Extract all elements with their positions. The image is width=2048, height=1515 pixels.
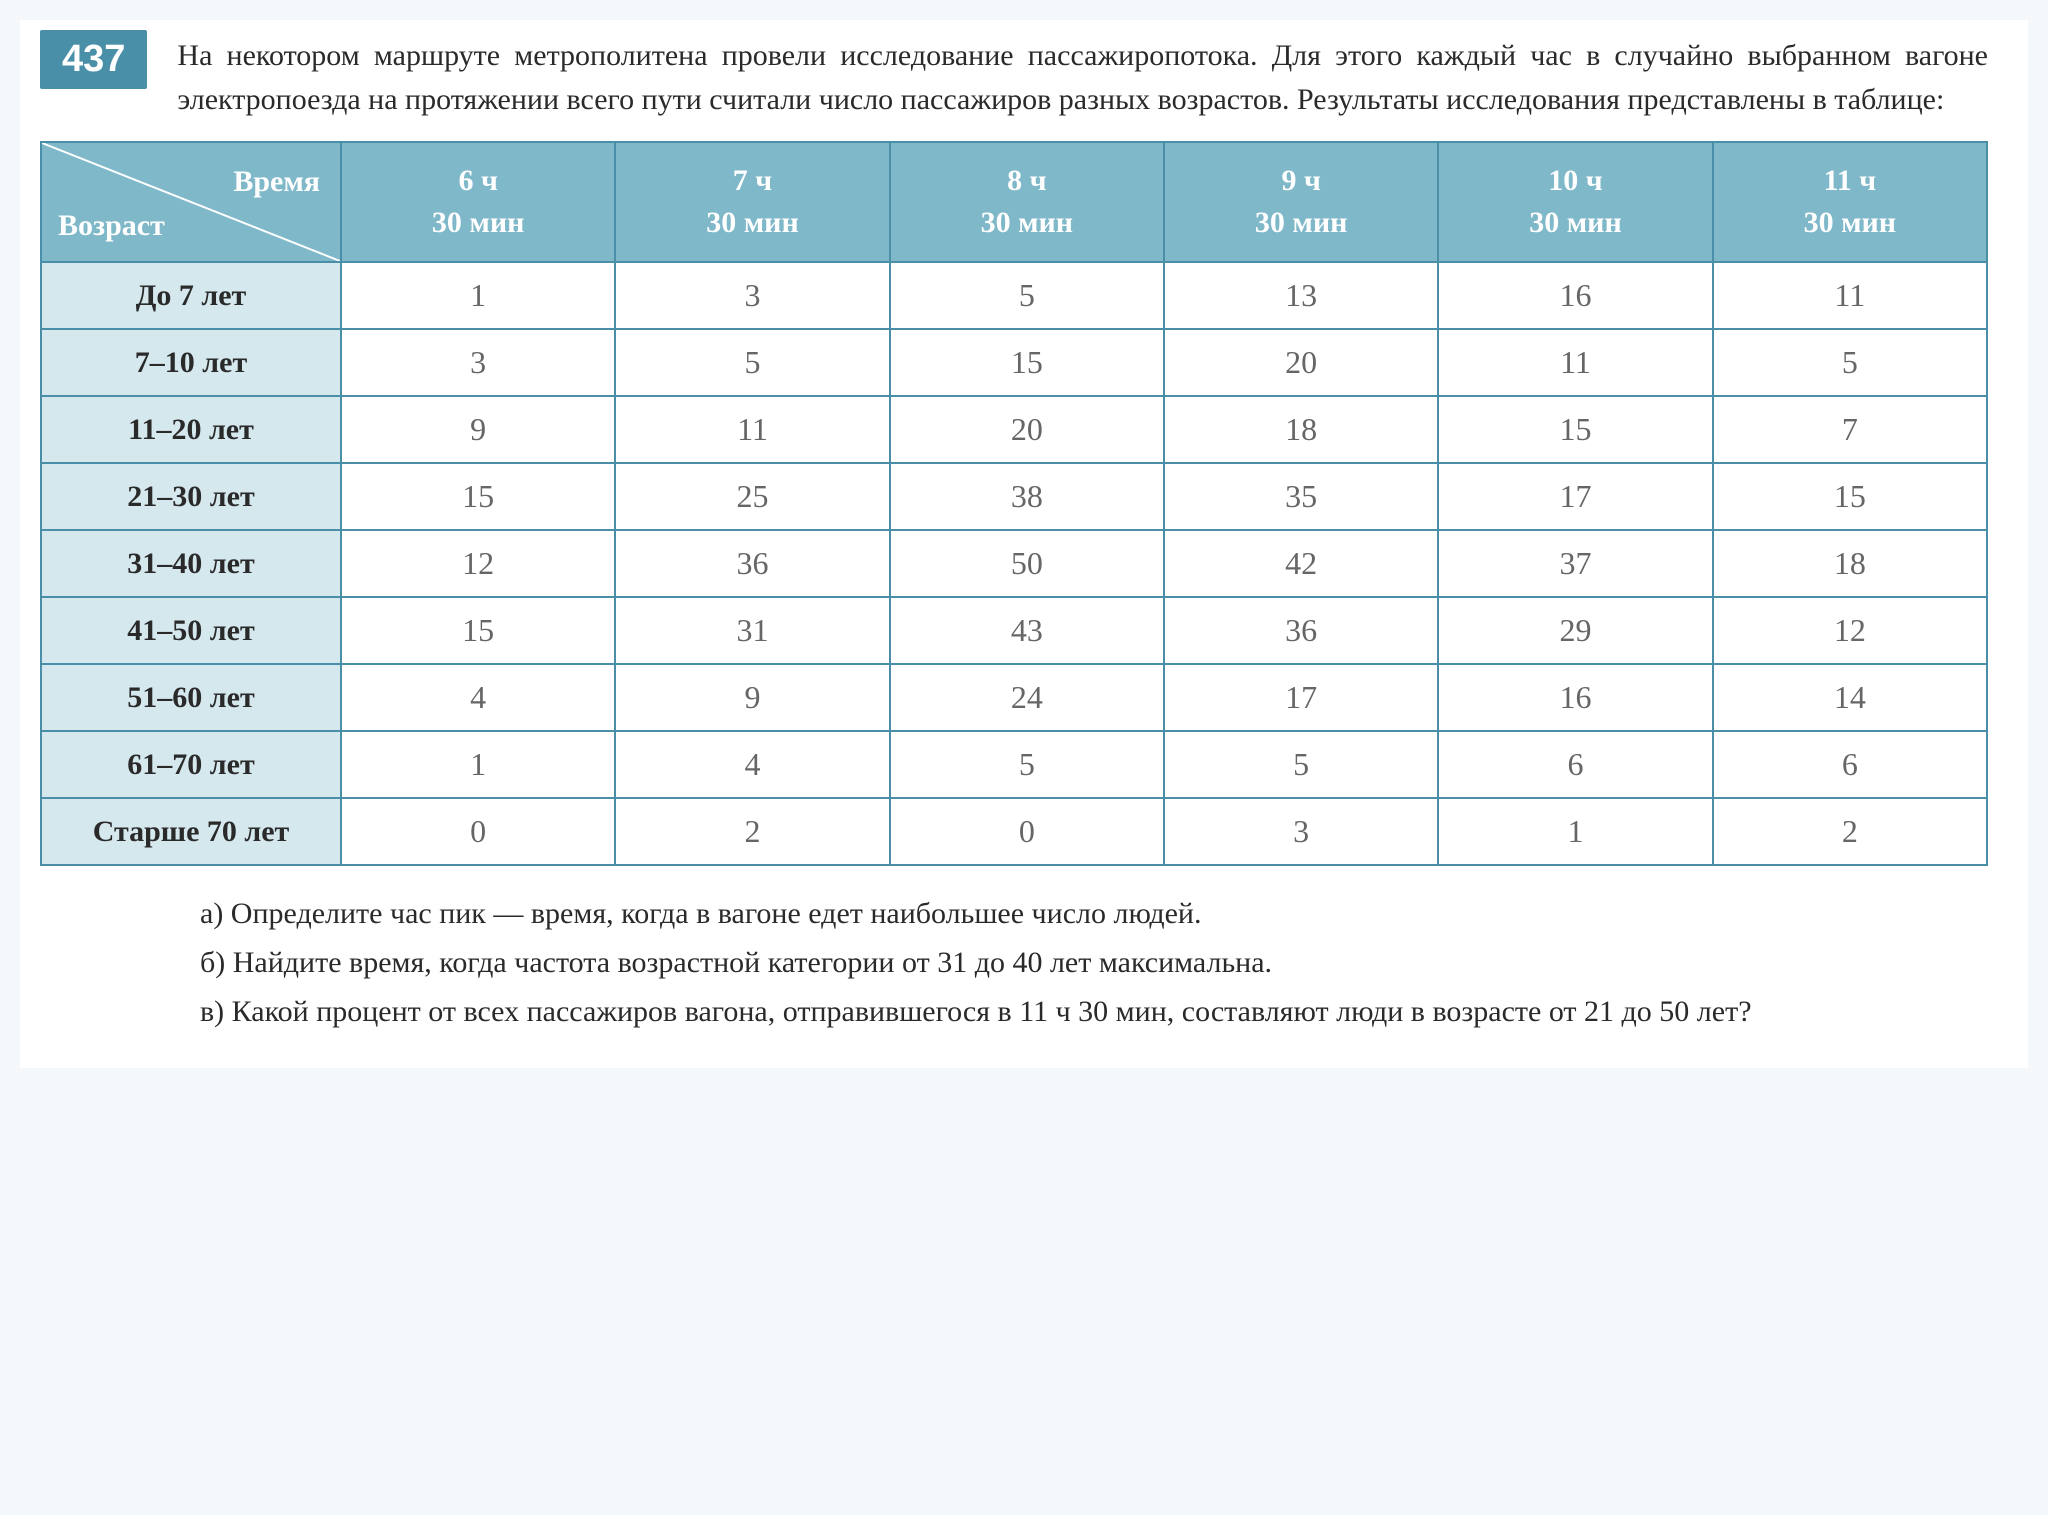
table-row: 11–20 лет 9 11 20 18 15 7 xyxy=(41,396,1987,463)
cell: 17 xyxy=(1164,664,1438,731)
cell: 25 xyxy=(615,463,889,530)
table-row: 51–60 лет 4 9 24 17 16 14 xyxy=(41,664,1987,731)
cell: 16 xyxy=(1438,262,1712,329)
time-col-3: 9 ч30 мин xyxy=(1164,142,1438,262)
row-label: 61–70 лет xyxy=(41,731,341,798)
corner-header-cell: Время Возраст xyxy=(41,142,341,262)
row-label: 21–30 лет xyxy=(41,463,341,530)
cell: 35 xyxy=(1164,463,1438,530)
data-table: Время Возраст 6 ч30 мин 7 ч30 мин 8 ч30 … xyxy=(40,141,1988,866)
row-label: 31–40 лет xyxy=(41,530,341,597)
time-col-0: 6 ч30 мин xyxy=(341,142,615,262)
page-container: 437 На некотором маршруте метрополитена … xyxy=(20,20,2028,1068)
cell: 5 xyxy=(1164,731,1438,798)
cell: 4 xyxy=(615,731,889,798)
cell: 13 xyxy=(1164,262,1438,329)
cell: 1 xyxy=(1438,798,1712,865)
cell: 6 xyxy=(1713,731,1987,798)
cell: 1 xyxy=(341,731,615,798)
cell: 42 xyxy=(1164,530,1438,597)
row-label: 7–10 лет xyxy=(41,329,341,396)
cell: 0 xyxy=(341,798,615,865)
table-row: 7–10 лет 3 5 15 20 11 5 xyxy=(41,329,1987,396)
corner-time-label: Время xyxy=(233,161,320,203)
row-label: 41–50 лет xyxy=(41,597,341,664)
cell: 11 xyxy=(1438,329,1712,396)
cell: 18 xyxy=(1164,396,1438,463)
cell: 12 xyxy=(341,530,615,597)
problem-header: 437 На некотором маршруте метрополитена … xyxy=(40,30,1988,121)
cell: 16 xyxy=(1438,664,1712,731)
cell: 1 xyxy=(341,262,615,329)
question-b: б) Найдите время, когда частота возрастн… xyxy=(200,940,1988,985)
problem-statement: На некотором маршруте метрополитена пров… xyxy=(177,30,1988,121)
cell: 50 xyxy=(890,530,1164,597)
cell: 5 xyxy=(1713,329,1987,396)
cell: 5 xyxy=(890,262,1164,329)
cell: 4 xyxy=(341,664,615,731)
time-col-1: 7 ч30 мин xyxy=(615,142,889,262)
cell: 0 xyxy=(890,798,1164,865)
cell: 15 xyxy=(1713,463,1987,530)
row-label: До 7 лет xyxy=(41,262,341,329)
questions-block: а) Определите час пик — время, когда в в… xyxy=(40,891,1988,1034)
cell: 24 xyxy=(890,664,1164,731)
cell: 9 xyxy=(615,664,889,731)
cell: 36 xyxy=(1164,597,1438,664)
cell: 7 xyxy=(1713,396,1987,463)
cell: 9 xyxy=(341,396,615,463)
table-row: 61–70 лет 1 4 5 5 6 6 xyxy=(41,731,1987,798)
cell: 14 xyxy=(1713,664,1987,731)
cell: 5 xyxy=(615,329,889,396)
cell: 15 xyxy=(1438,396,1712,463)
cell: 18 xyxy=(1713,530,1987,597)
table-row: 41–50 лет 15 31 43 36 29 12 xyxy=(41,597,1987,664)
table-header-row: Время Возраст 6 ч30 мин 7 ч30 мин 8 ч30 … xyxy=(41,142,1987,262)
cell: 2 xyxy=(1713,798,1987,865)
question-a: а) Определите час пик — время, когда в в… xyxy=(200,891,1988,936)
cell: 2 xyxy=(615,798,889,865)
cell: 17 xyxy=(1438,463,1712,530)
cell: 11 xyxy=(615,396,889,463)
cell: 3 xyxy=(1164,798,1438,865)
cell: 20 xyxy=(890,396,1164,463)
cell: 29 xyxy=(1438,597,1712,664)
cell: 5 xyxy=(890,731,1164,798)
cell: 31 xyxy=(615,597,889,664)
table-row: 21–30 лет 15 25 38 35 17 15 xyxy=(41,463,1987,530)
cell: 37 xyxy=(1438,530,1712,597)
cell: 15 xyxy=(890,329,1164,396)
time-col-5: 11 ч30 мин xyxy=(1713,142,1987,262)
cell: 38 xyxy=(890,463,1164,530)
row-label: 51–60 лет xyxy=(41,664,341,731)
cell: 15 xyxy=(341,597,615,664)
cell: 6 xyxy=(1438,731,1712,798)
row-label: Старше 70 лет xyxy=(41,798,341,865)
cell: 15 xyxy=(341,463,615,530)
row-label: 11–20 лет xyxy=(41,396,341,463)
cell: 20 xyxy=(1164,329,1438,396)
cell: 11 xyxy=(1713,262,1987,329)
cell: 3 xyxy=(615,262,889,329)
problem-number-badge: 437 xyxy=(40,30,147,89)
table-row: Старше 70 лет 0 2 0 3 1 2 xyxy=(41,798,1987,865)
cell: 43 xyxy=(890,597,1164,664)
time-col-4: 10 ч30 мин xyxy=(1438,142,1712,262)
cell: 12 xyxy=(1713,597,1987,664)
cell: 3 xyxy=(341,329,615,396)
table-row: 31–40 лет 12 36 50 42 37 18 xyxy=(41,530,1987,597)
cell: 36 xyxy=(615,530,889,597)
table-row: До 7 лет 1 3 5 13 16 11 xyxy=(41,262,1987,329)
question-c: в) Какой процент от всех пассажиров ваго… xyxy=(200,989,1988,1034)
time-col-2: 8 ч30 мин xyxy=(890,142,1164,262)
corner-age-label: Возраст xyxy=(58,205,165,247)
